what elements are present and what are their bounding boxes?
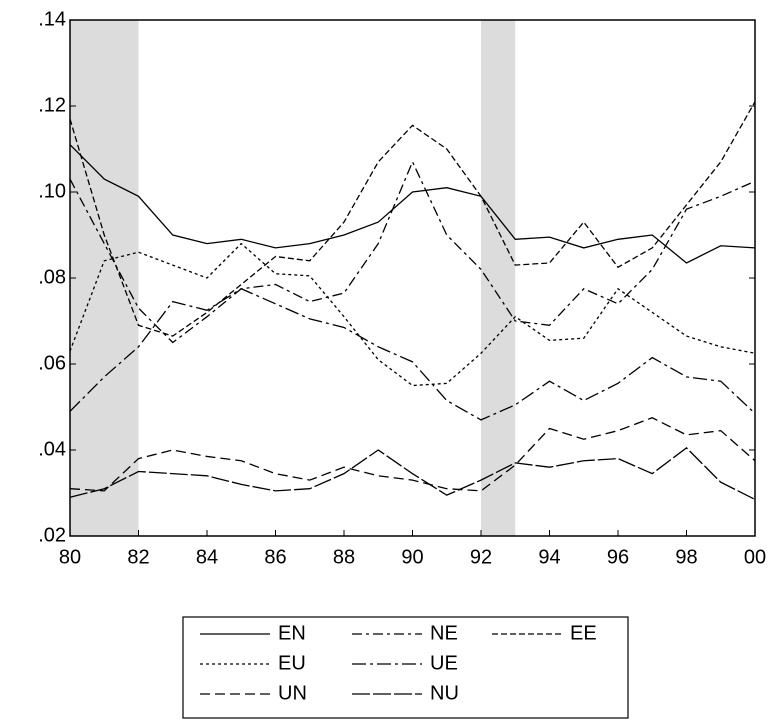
x-tick-label: 92 [470,546,492,568]
series-line [69,144,756,264]
legend-label: NU [430,682,459,704]
x-tick-label: 84 [196,546,218,568]
legend-box [182,616,629,719]
x-tick-label: 82 [127,546,149,568]
series-line [69,242,756,387]
shaded-period [70,20,139,536]
legend-label: NE [430,622,458,644]
y-tick-label: .08 [38,266,66,288]
series-line [69,160,756,344]
y-tick-label: .12 [38,94,66,116]
x-tick-label: 94 [538,546,560,568]
legend-label: EU [278,652,306,674]
y-tick-label: .04 [38,438,66,460]
x-tick-label: 98 [675,546,697,568]
x-tick-label: 00 [744,546,766,568]
y-tick-label: .02 [38,524,66,546]
y-tick-label: .06 [38,352,66,374]
x-tick-label: 96 [607,546,629,568]
legend-label: UE [430,652,458,674]
y-tick-label: .10 [38,180,66,202]
legend-label: EE [570,622,597,644]
legend-label: UN [278,682,307,704]
plot-frame [69,19,756,537]
legend-label: EN [278,622,306,644]
series-line [69,417,756,492]
series-line [69,288,756,421]
x-tick-label: 86 [264,546,286,568]
series-line [69,446,756,501]
x-tick-label: 80 [59,546,81,568]
x-tick-label: 88 [333,546,355,568]
series-line [69,101,756,337]
x-tick-label: 90 [401,546,423,568]
y-tick-label: .14 [38,8,66,30]
